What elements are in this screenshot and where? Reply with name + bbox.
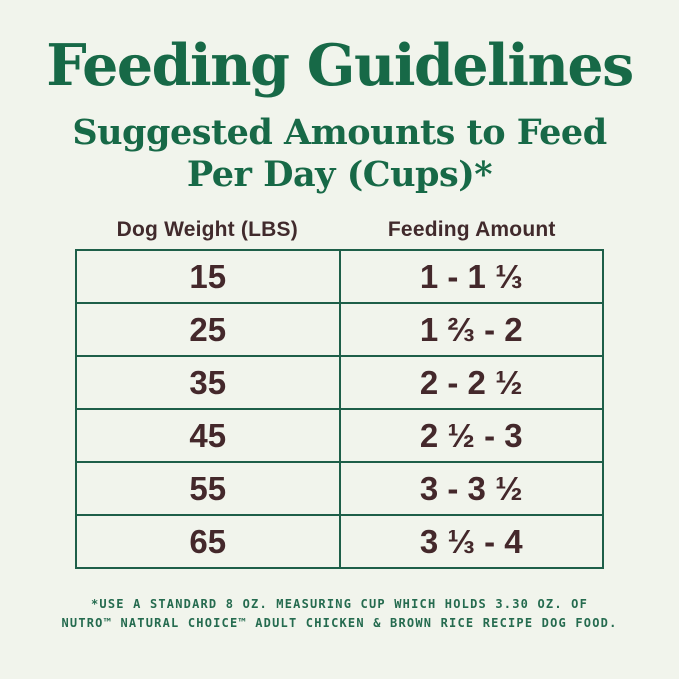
weight-cell: 55 — [77, 463, 341, 514]
subtitle: Suggested Amounts to Feed Per Day (Cups)… — [0, 112, 679, 196]
table-row: 45 2 ½ - 3 — [77, 410, 602, 463]
weight-cell: 65 — [77, 516, 341, 567]
amount-cell: 3 - 3 ½ — [419, 469, 523, 507]
table-row: 15 1 - 1 ⅓ — [77, 251, 602, 304]
amount-cell: 3 ⅓ - 4 — [419, 522, 523, 560]
table-header-row: Dog Weight (LBS) Feeding Amount — [75, 218, 604, 242]
amount-cell: 1 - 1 ⅓ — [419, 257, 523, 295]
weight-cell: 25 — [77, 304, 341, 355]
table-row: 55 3 - 3 ½ — [77, 463, 602, 516]
weight-cell: 45 — [77, 410, 341, 461]
page-title: Feeding Guidelines — [46, 32, 634, 99]
table-row: 65 3 ⅓ - 4 — [77, 516, 602, 567]
weight-cell: 35 — [77, 357, 341, 408]
amount-cell: 1 ⅔ - 2 — [419, 310, 523, 348]
amount-cell: 2 - 2 ½ — [419, 363, 523, 401]
footnote: *USE A STANDARD 8 OZ. MEASURING CUP WHIC… — [0, 595, 679, 633]
column-header-feeding-amount: Feeding Amount — [387, 218, 556, 241]
footnote-line-2: NUTRO™ NATURAL CHOICE™ ADULT CHICKEN & B… — [61, 616, 618, 630]
subtitle-line-2: Per Day (Cups)* — [186, 154, 493, 195]
weight-cell: 15 — [77, 251, 341, 302]
subtitle-line-1: Suggested Amounts to Feed — [72, 112, 607, 153]
table-row: 25 1 ⅔ - 2 — [77, 304, 602, 357]
feeding-table: 15 1 - 1 ⅓ 25 1 ⅔ - 2 35 2 - 2 ½ 45 2 ½ … — [75, 249, 604, 569]
column-header-dog-weight: Dog Weight (LBS) — [116, 218, 298, 241]
footnote-line-1: *USE A STANDARD 8 OZ. MEASURING CUP WHIC… — [90, 597, 589, 611]
table-row: 35 2 - 2 ½ — [77, 357, 602, 410]
amount-cell: 2 ½ - 3 — [419, 416, 523, 454]
